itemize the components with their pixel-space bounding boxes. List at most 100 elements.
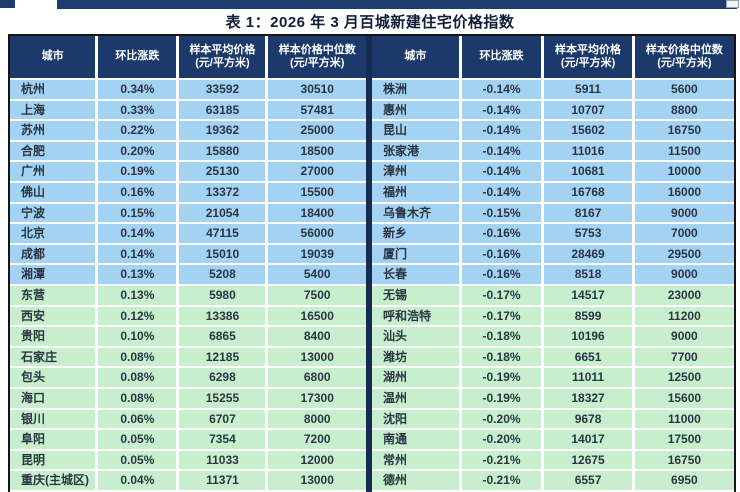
change-cell: -0.18%	[461, 347, 545, 369]
city-cell: 银川	[10, 409, 99, 431]
avg-price-cell: 10681	[544, 162, 635, 183]
city-cell: 海口	[10, 388, 99, 410]
page-title: 表 1：2026 年 3 月百城新建住宅价格指数	[225, 14, 515, 31]
median-price-cell: 8000	[268, 409, 366, 431]
change-cell: -0.17%	[461, 285, 545, 307]
avg-price-cell: 19362	[179, 121, 269, 142]
table-row: 乌鲁木齐 -0.15% 8167 9000	[372, 203, 734, 225]
column-header-median-price: 样本价格中位数 (元/平方米)	[268, 36, 366, 80]
median-price-cell: 15600	[634, 388, 734, 410]
avg-price-cell: 15010	[179, 244, 269, 266]
avg-price-cell: 12675	[544, 450, 635, 472]
change-cell: -0.19%	[461, 388, 545, 410]
change-cell: -0.20%	[461, 430, 545, 451]
median-price-cell: 11200	[634, 306, 734, 328]
change-cell: 0.13%	[98, 265, 180, 286]
avg-price-cell: 47115	[179, 224, 269, 245]
median-price-cell: 7000	[634, 224, 734, 245]
city-cell: 无锡	[372, 285, 462, 307]
median-price-cell: 16750	[634, 450, 734, 472]
table-row: 石家庄 0.08% 12185 13000	[10, 347, 366, 369]
median-price-cell: 18500	[268, 141, 366, 163]
avg-price-cell: 63185	[179, 100, 269, 122]
table-row: 苏州 0.22% 19362 25000	[10, 121, 366, 142]
avg-price-cell: 8167	[544, 203, 635, 225]
table-row: 常州 -0.21% 12675 16750	[372, 450, 734, 472]
avg-price-cell: 16768	[544, 182, 635, 204]
change-cell: 0.05%	[98, 450, 180, 472]
median-price-cell: 19039	[268, 244, 366, 266]
table-row: 宁波 0.15% 21054 18400	[10, 203, 366, 225]
city-cell: 包头	[10, 368, 99, 389]
city-cell: 沈阳	[372, 409, 462, 431]
avg-price-cell: 10196	[544, 327, 635, 348]
median-price-cell: 9000	[634, 265, 734, 286]
change-cell: 0.08%	[98, 388, 180, 410]
table-divider	[366, 36, 372, 492]
median-price-cell: 5600	[634, 80, 734, 101]
city-cell: 上海	[10, 100, 99, 122]
table-row: 佛山 0.16% 13372 15500	[10, 182, 366, 204]
avg-price-cell: 5753	[544, 224, 635, 245]
column-header-median-price: 样本价格中位数 (元/平方米)	[634, 36, 734, 80]
city-cell: 宁波	[10, 203, 99, 225]
city-cell: 湖州	[372, 368, 462, 389]
change-cell: 0.14%	[98, 224, 180, 245]
change-cell: 0.13%	[98, 285, 180, 307]
median-price-cell: 23000	[634, 285, 734, 307]
table-row: 厦门 -0.16% 28469 29500	[372, 244, 734, 266]
table-row: 合肥 0.20% 15880 18500	[10, 141, 366, 163]
city-cell: 惠州	[372, 100, 462, 122]
header-row: 城市 环比涨跌 样本平均价格 (元/平方米) 样本价格中位数 (元/平方米)	[372, 36, 734, 80]
avg-price-cell: 6707	[179, 409, 269, 431]
table-row: 新乡 -0.16% 5753 7000	[372, 224, 734, 245]
median-price-cell: 6950	[634, 471, 734, 492]
price-index-table: 城市 环比涨跌 样本平均价格 (元/平方米) 样本价格中位数 (元/平方米) 杭…	[8, 34, 736, 492]
column-header-avg-price: 样本平均价格 (元/平方米)	[179, 36, 269, 80]
change-cell: -0.14%	[461, 162, 545, 183]
table-row: 漳州 -0.14% 10681 10000	[372, 162, 734, 183]
column-header-change: 环比涨跌	[461, 36, 545, 80]
avg-price-cell: 15602	[544, 121, 635, 142]
avg-price-cell: 33592	[179, 80, 269, 101]
city-cell: 阜阳	[10, 430, 99, 451]
change-cell: 0.34%	[98, 80, 180, 101]
change-cell: 0.16%	[98, 182, 180, 204]
change-cell: 0.12%	[98, 306, 180, 328]
change-cell: 0.14%	[98, 244, 180, 266]
median-price-cell: 17300	[268, 388, 366, 410]
avg-price-cell: 10707	[544, 100, 635, 122]
city-cell: 湘潭	[10, 265, 99, 286]
median-price-cell: 7200	[268, 430, 366, 451]
avg-price-cell: 21054	[179, 203, 269, 225]
change-cell: 0.08%	[98, 347, 180, 369]
avg-price-cell: 7354	[179, 430, 269, 451]
change-cell: 0.20%	[98, 141, 180, 163]
change-cell: -0.16%	[461, 224, 545, 245]
median-price-cell: 25000	[268, 121, 366, 142]
avg-price-cell: 11371	[179, 471, 269, 492]
avg-price-cell: 6865	[179, 327, 269, 348]
city-cell: 佛山	[10, 182, 99, 204]
avg-price-cell: 5911	[544, 80, 635, 101]
avg-price-cell: 11016	[544, 141, 635, 163]
change-cell: 0.06%	[98, 409, 180, 431]
median-price-cell: 13000	[268, 347, 366, 369]
table-row: 沈阳 -0.20% 9678 11000	[372, 409, 734, 431]
table-row: 重庆(主城区) 0.04% 11371 13000	[10, 471, 366, 492]
change-cell: -0.14%	[461, 141, 545, 163]
city-cell: 昆明	[10, 450, 99, 472]
table-row: 银川 0.06% 6707 8000	[10, 409, 366, 431]
city-cell: 贵阳	[10, 327, 99, 348]
avg-price-cell: 13386	[179, 306, 269, 328]
avg-price-cell: 9678	[544, 409, 635, 431]
table-row: 上海 0.33% 63185 57481	[10, 100, 366, 122]
city-cell: 北京	[10, 224, 99, 245]
table-row: 惠州 -0.14% 10707 8800	[372, 100, 734, 122]
table-row: 潍坊 -0.18% 6651 7700	[372, 347, 734, 369]
top-bar-left-segment	[0, 0, 15, 8]
city-cell: 东营	[10, 285, 99, 307]
city-cell: 合肥	[10, 141, 99, 163]
change-cell: 0.15%	[98, 203, 180, 225]
change-cell: -0.14%	[461, 80, 545, 101]
